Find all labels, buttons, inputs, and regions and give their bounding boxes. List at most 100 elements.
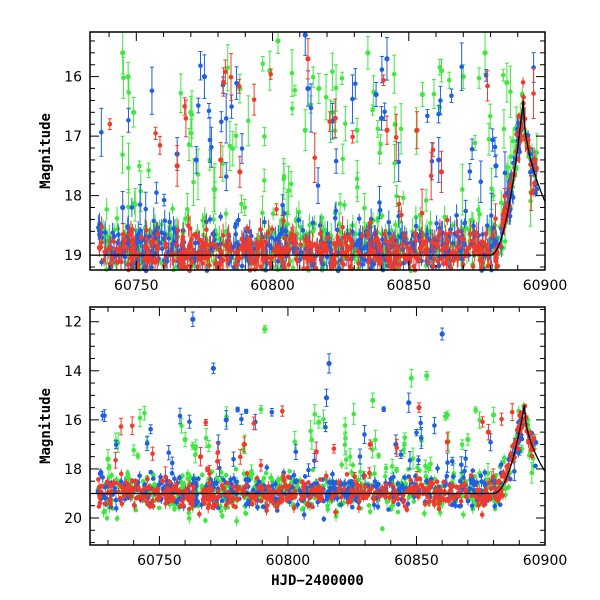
red-point: [281, 475, 286, 481]
x-tick-label: 60850: [394, 553, 439, 569]
green-point: [398, 103, 404, 155]
red-point: [274, 504, 279, 510]
green-point: [261, 168, 267, 193]
blue-point: [310, 216, 316, 230]
red-point: [310, 504, 315, 510]
red-point: [401, 497, 407, 503]
blue-point: [333, 148, 339, 174]
green-point: [230, 131, 236, 167]
red-point: [509, 403, 515, 422]
green-point: [504, 62, 510, 103]
blue-point: [306, 463, 311, 477]
y-tick-label: 16: [64, 413, 82, 429]
blue-point: [436, 136, 442, 183]
green-point: [395, 509, 401, 515]
green-point: [490, 190, 496, 202]
blue-point: [223, 162, 229, 192]
blue-point: [143, 191, 149, 227]
blue-point: [467, 163, 473, 180]
green-point: [225, 44, 231, 92]
blue-point: [113, 504, 119, 513]
green-point: [233, 466, 239, 472]
green-point: [137, 160, 142, 172]
green-point: [233, 123, 239, 148]
green-point: [220, 145, 226, 182]
green-point: [423, 459, 428, 473]
green-point: [501, 109, 507, 149]
blue-point: [243, 408, 249, 414]
green-point: [156, 505, 162, 511]
green-point: [200, 212, 205, 229]
blue-point: [187, 414, 192, 429]
bottom-panel-x-axis-label: HJD−2400000: [271, 573, 364, 589]
green-point: [262, 127, 267, 147]
red-point: [352, 488, 358, 494]
blue-point: [169, 456, 175, 470]
red-point: [237, 448, 243, 465]
green-point: [380, 525, 385, 532]
green-point: [393, 220, 398, 230]
red-point: [499, 412, 504, 426]
green-point: [431, 79, 437, 109]
blue-point: [210, 362, 216, 375]
bottom-panel-y-axis-label: Magnitude: [38, 388, 54, 464]
green-point: [323, 73, 329, 121]
green-point: [130, 97, 137, 128]
red-point: [118, 469, 124, 479]
top-panel: 60750 60800 60850 60900 16 17 18 19 Magnitude: [38, 31, 567, 294]
blue-point: [169, 469, 175, 477]
blue-point: [302, 31, 308, 56]
green-point: [476, 67, 482, 89]
red-point: [434, 479, 440, 485]
red-point: [515, 446, 521, 452]
red-point: [438, 150, 445, 193]
blue-point: [463, 449, 468, 468]
green-point: [188, 95, 194, 129]
red-point: [528, 174, 534, 212]
green-point: [394, 467, 399, 473]
green-point: [287, 468, 292, 474]
green-point: [351, 403, 357, 425]
y-tick-label: 19: [64, 248, 82, 264]
green-point: [292, 430, 298, 453]
red-point: [383, 494, 388, 500]
green-point: [510, 127, 516, 155]
top-panel-y-axis-label: Magnitude: [38, 113, 54, 189]
y-tick-label: 20: [64, 511, 82, 527]
green-point: [438, 58, 445, 83]
red-point: [431, 499, 436, 504]
blue-point: [148, 424, 153, 435]
green-point: [135, 452, 141, 460]
blue-point: [416, 455, 421, 465]
green-point: [460, 163, 465, 216]
blue-point: [293, 443, 299, 461]
red-point: [197, 447, 204, 467]
green-point: [366, 503, 372, 508]
green-point: [392, 144, 397, 183]
green-point: [423, 189, 429, 212]
green-point: [316, 73, 322, 105]
green-point: [267, 50, 273, 91]
red-point: [258, 484, 263, 489]
red-point: [186, 506, 192, 512]
blue-point: [219, 498, 225, 504]
green-point: [227, 120, 233, 171]
green-point: [239, 194, 244, 214]
blue-point: [478, 473, 484, 479]
red-point: [251, 83, 257, 116]
green-point: [146, 162, 151, 179]
blue-point: [470, 468, 476, 474]
green-point: [337, 193, 343, 215]
green-point: [502, 233, 508, 250]
blue-point: [239, 413, 244, 425]
blue-point: [113, 495, 119, 506]
green-point: [290, 257, 296, 271]
green-point: [223, 221, 229, 242]
red-point: [225, 480, 230, 486]
blue-point: [356, 213, 362, 224]
green-point: [316, 416, 322, 429]
red-point: [258, 459, 264, 472]
blue-point: [449, 88, 454, 103]
red-point: [479, 510, 485, 519]
